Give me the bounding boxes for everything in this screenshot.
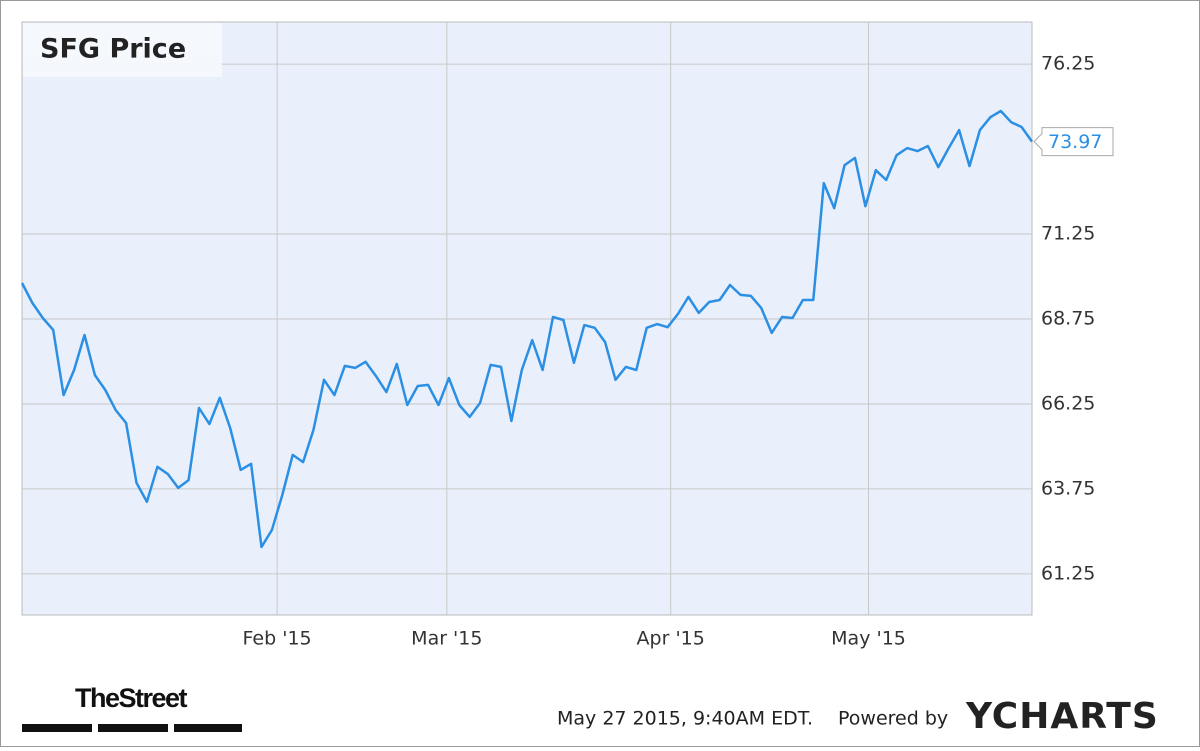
y-tick-label: 63.75 <box>1041 477 1095 499</box>
series <box>20 109 1034 549</box>
last-value-label: 73.97 <box>1048 131 1102 153</box>
x-tick-label: May '15 <box>831 628 906 650</box>
y-tick-label: 61.25 <box>1041 562 1095 584</box>
logo-bar <box>98 724 168 732</box>
source-logo: TheStreet <box>22 683 242 732</box>
y-tick-label: 76.25 <box>1041 53 1095 75</box>
logo-bar <box>22 724 92 732</box>
brand-logo: YCHARTS <box>965 696 1159 737</box>
timestamp: May 27 2015, 9:40AM EDT. <box>557 708 813 730</box>
last-value-box <box>1033 127 1114 157</box>
logo-bar <box>174 724 242 732</box>
x-tick-label: Mar '15 <box>411 628 482 650</box>
title-box <box>23 23 222 77</box>
y-tick-label: 66.25 <box>1041 392 1095 414</box>
x-tick-label: Feb '15 <box>243 628 312 650</box>
chart-title: SFG Price <box>40 34 186 65</box>
y-tick-label: 68.75 <box>1041 308 1095 330</box>
y-tick-label: 71.25 <box>1041 223 1095 245</box>
price-line <box>20 109 1034 549</box>
source-name: TheStreet <box>75 683 188 713</box>
x-tick-label: Apr '15 <box>637 628 705 650</box>
plot-area <box>21 21 1033 616</box>
powered-by: Powered by <box>838 708 948 730</box>
